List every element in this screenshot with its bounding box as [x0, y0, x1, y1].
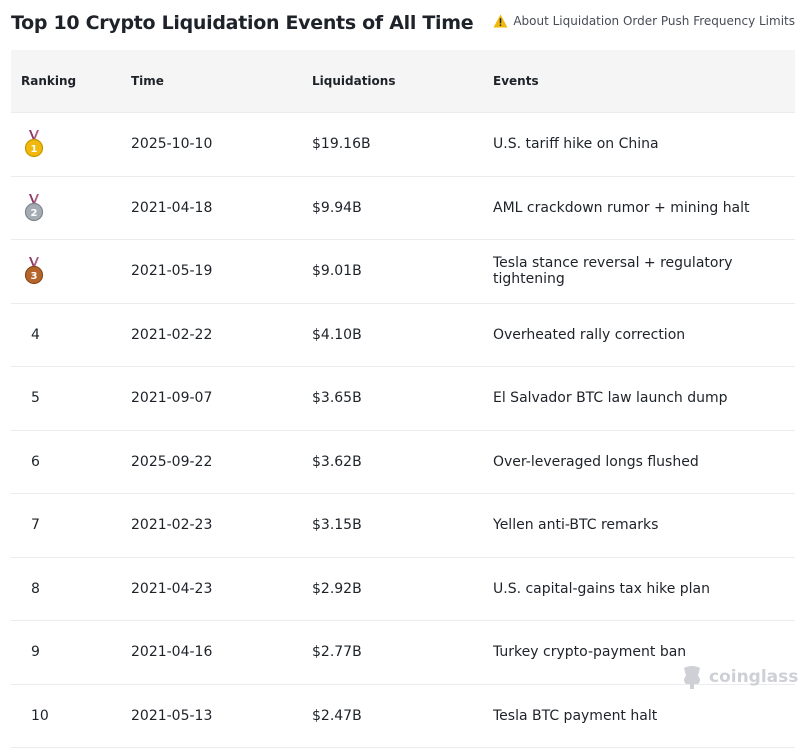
table-row: 10 2021-05-13 $2.47B Tesla BTC payment halt [11, 685, 795, 748]
liquidations-cell: $9.94B [312, 199, 362, 216]
notice-text: About Liquidation Order Push Frequency L… [513, 14, 795, 28]
rank-number: 7 [31, 517, 40, 534]
table-row: 2 2021-04-18 $9.94B AML crackdown rumor + m… [11, 177, 795, 240]
rank-cell: 1 [21, 113, 44, 176]
coinglass-logo-icon [684, 666, 700, 689]
liquidations-cell: $2.92B [312, 580, 362, 597]
rank-number: 10 [31, 707, 49, 724]
table-row: 7 2021-02-23 $3.15B Yellen anti-BTC remarks [11, 494, 795, 558]
table-row: 1 2025-10-10 $19.16B U.S. tariff hike on Ch… [11, 113, 795, 177]
time-cell: 2021-09-07 [131, 390, 213, 407]
event-cell: AML crackdown rumor + mining halt [493, 199, 750, 216]
rank-cell: 3 [21, 240, 44, 303]
event-cell: Turkey crypto-payment ban [493, 644, 687, 661]
rank-cell: 6 [21, 431, 40, 494]
svg-text:2: 2 [31, 208, 38, 219]
table-row: 3 2021-05-19 $9.01B Tesla stance reversal +… [11, 240, 795, 304]
rank-number: 9 [31, 644, 40, 661]
table-row: 5 2021-09-07 $3.65B El Salvador BTC law lau… [11, 367, 795, 431]
table-row: 6 2025-09-22 $3.62B Over-leveraged longs fl… [11, 431, 795, 494]
rank-cell: 7 [21, 494, 40, 557]
liquidations-cell: $19.16B [312, 136, 371, 153]
rank-cell: 4 [21, 304, 40, 367]
time-cell: 2021-04-18 [131, 199, 213, 216]
column-header-events: Events [493, 74, 539, 88]
event-cell: U.S. tariff hike on China [493, 136, 659, 153]
event-cell: Tesla BTC payment halt [493, 707, 658, 724]
table-body: 1 2025-10-10 $19.16B U.S. tariff hike on Ch… [11, 113, 795, 748]
event-cell: Overheated rally correction [493, 326, 686, 343]
time-cell: 2025-09-22 [131, 453, 213, 470]
time-cell: 2021-04-16 [131, 644, 213, 661]
watermark-text: coinglass [709, 667, 799, 687]
event-cell: U.S. capital-gains tax hike plan [493, 580, 710, 597]
rank-number: 4 [31, 326, 40, 343]
bronze-medal-icon: 3 [24, 257, 44, 285]
liquidation-table: Ranking Time Liquidations Events 1 2025-1… [11, 50, 795, 748]
svg-text:3: 3 [31, 271, 38, 282]
event-cell: Yellen anti-BTC remarks [493, 517, 659, 534]
liquidations-cell: $9.01B [312, 263, 362, 280]
rank-number: 8 [31, 580, 40, 597]
table-header: Ranking Time Liquidations Events [11, 50, 795, 113]
table-row: 9 2021-04-16 $2.77B Turkey crypto-payment b… [11, 621, 795, 685]
table-row: 4 2021-02-22 $4.10B Overheated rally correc… [11, 304, 795, 367]
rank-cell: 8 [21, 558, 40, 621]
rank-number: 6 [31, 453, 40, 470]
time-cell: 2021-02-23 [131, 517, 213, 534]
time-cell: 2021-02-22 [131, 326, 213, 343]
gold-medal-icon: 1 [24, 130, 44, 158]
column-header-time: Time [131, 74, 164, 88]
event-cell: El Salvador BTC law launch dump [493, 390, 728, 407]
page-title: Top 10 Crypto Liquidation Events of All … [11, 12, 474, 34]
coinglass-watermark: coinglass [680, 664, 798, 690]
rank-cell: 5 [21, 367, 40, 430]
liquidations-cell: $2.47B [312, 707, 362, 724]
event-cell: Tesla stance reversal + regulatory tight… [493, 255, 733, 288]
column-header-liquidations: Liquidations [312, 74, 396, 88]
table-row: 8 2021-04-23 $2.92B U.S. capital-gains tax … [11, 558, 795, 621]
event-cell: Over-leveraged longs flushed [493, 453, 699, 470]
column-header-ranking: Ranking [21, 74, 77, 88]
time-cell: 2021-05-13 [131, 707, 213, 724]
warning-icon [493, 14, 508, 28]
svg-text:1: 1 [31, 144, 38, 155]
time-cell: 2021-05-19 [131, 263, 213, 280]
rank-cell: 9 [21, 621, 40, 684]
liquidations-cell: $3.62B [312, 453, 362, 470]
liquidations-cell: $3.15B [312, 517, 362, 534]
silver-medal-icon: 2 [24, 193, 44, 221]
liquidations-cell: $4.10B [312, 326, 362, 343]
rank-cell: 2 [21, 177, 44, 240]
liquidations-cell: $2.77B [312, 644, 362, 661]
rank-cell: 10 [21, 685, 49, 748]
time-cell: 2021-04-23 [131, 580, 213, 597]
liquidations-cell: $3.65B [312, 390, 362, 407]
liquidation-limits-link[interactable]: About Liquidation Order Push Frequency L… [493, 14, 795, 28]
rank-number: 5 [31, 390, 40, 407]
time-cell: 2025-10-10 [131, 136, 213, 153]
